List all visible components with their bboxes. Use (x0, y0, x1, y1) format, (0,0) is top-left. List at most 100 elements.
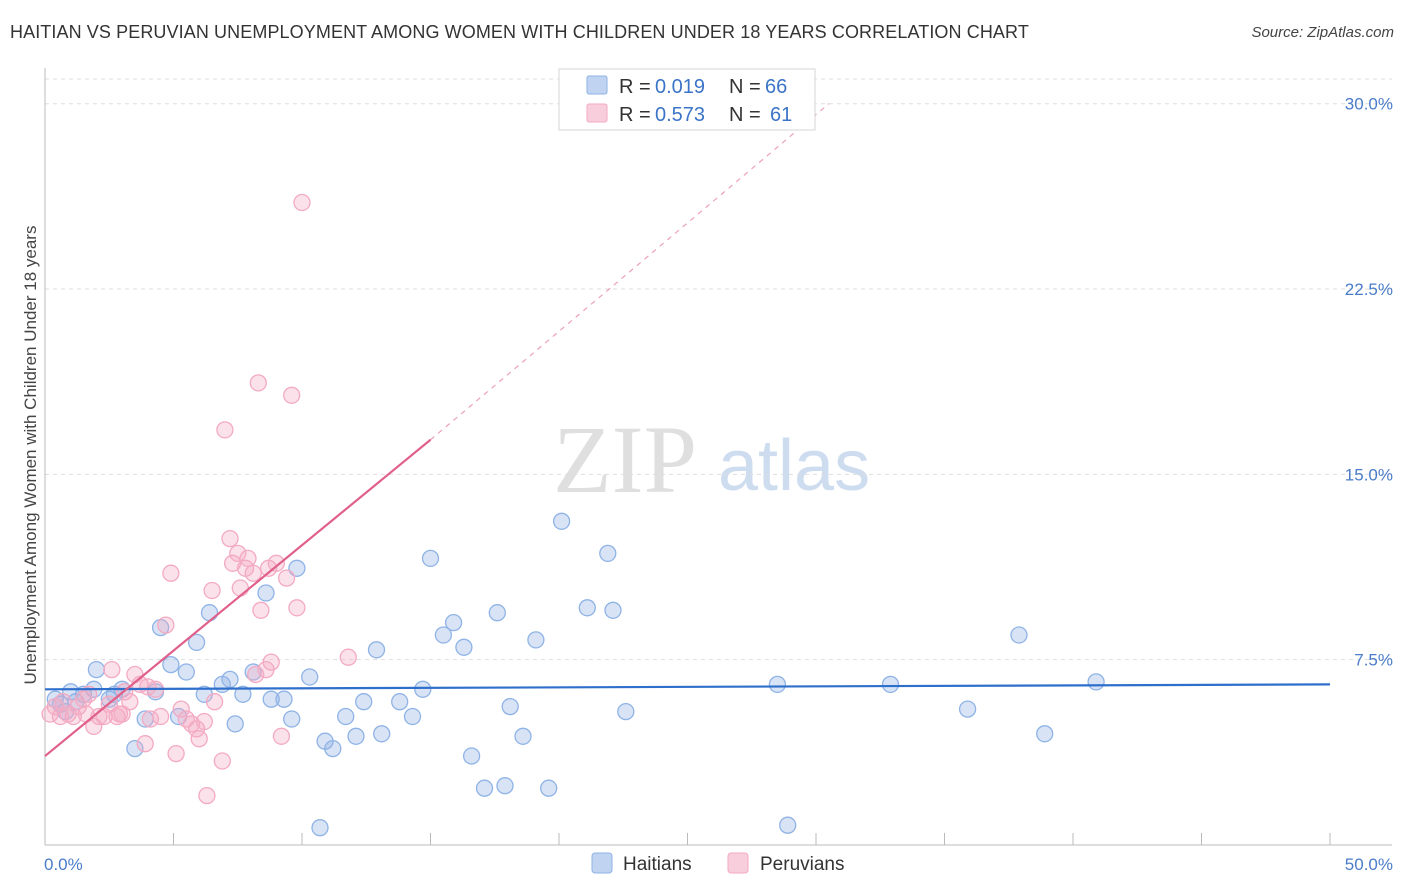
haitian-point-11 (126, 739, 144, 758)
x-tick-label-min: 0.0% (44, 855, 83, 874)
haitian-point-63 (958, 700, 977, 718)
peruvian-n-value: 61 (770, 104, 792, 126)
peruvian-point-52 (277, 569, 296, 587)
peruvian-point-22 (151, 707, 170, 726)
peruvian-point-16 (121, 693, 139, 711)
peruvian-point-37 (221, 529, 239, 548)
x-axis-ticks: 0.0% 50.0% (44, 833, 1393, 874)
source-label: Source: ZipAtlas.com (1251, 24, 1394, 41)
haitian-point-60 (768, 675, 787, 694)
watermark-atlas: atlas (718, 426, 870, 506)
peruvian-point-59 (80, 685, 98, 703)
haitian-point-38 (367, 641, 386, 659)
peruvian-point-57 (103, 660, 121, 679)
haitian-point-28 (275, 690, 293, 708)
haitian-point-44 (434, 626, 453, 644)
peruvian-point-49 (262, 653, 280, 671)
peruvian-point-34 (205, 693, 224, 711)
peruvian-point-39 (229, 544, 247, 563)
haitian-point-52 (514, 727, 532, 745)
haitian-point-8 (100, 690, 118, 708)
haitian-point-17 (177, 663, 195, 681)
haitian-point-47 (462, 747, 481, 765)
haitian-point-43 (421, 549, 440, 568)
trend-lines (44, 103, 1331, 757)
peruvian-point-55 (293, 193, 311, 212)
haitian-point-51 (501, 697, 519, 716)
stats-legend: R = 0.019 N = 66 R = 0.573 N = 61 (558, 68, 816, 131)
peruvian-point-53 (283, 386, 301, 404)
haitian-point-62 (881, 675, 900, 694)
peruvian-point-33 (203, 581, 221, 600)
haitian-n-value: 66 (765, 76, 787, 98)
peruvian-point-5 (64, 707, 82, 726)
haitian-point-27 (262, 690, 280, 708)
haitian-point-34 (324, 739, 342, 758)
haitian-point-23 (226, 715, 244, 733)
haitian-point-48 (475, 779, 494, 797)
haitian-point-22 (221, 670, 239, 689)
watermark-zip: ZIP (553, 406, 697, 513)
haitian-point-18 (187, 633, 206, 652)
y-axis-label: Unemployment Among Women with Children U… (21, 226, 40, 685)
haitian-n-label: N = (729, 76, 761, 98)
haitian-r-value: 0.019 (655, 76, 705, 98)
peruvian-point-45 (249, 374, 267, 392)
peruvian-point-24 (162, 564, 180, 582)
haitian-point-41 (403, 707, 422, 726)
series-legend: Haitians Peruvians (591, 852, 845, 875)
haitian-point-36 (347, 727, 365, 745)
haitian-point-26 (257, 584, 275, 602)
haitians-legend-label: Haitians (623, 854, 692, 875)
haitian-trend-line (44, 683, 1331, 691)
y-tick-label-2: 22.5% (1345, 280, 1393, 299)
haitian-point-50 (496, 777, 514, 795)
peruvian-point-38 (223, 554, 242, 572)
haitian-point-66 (1087, 673, 1105, 691)
haitian-point-54 (540, 779, 558, 797)
y-axis-ticks: 7.5% 15.0% 22.5% 30.0% (1345, 95, 1393, 670)
peruvian-trend-extension (430, 103, 830, 441)
haitians-legend-swatch (591, 852, 613, 874)
peruvian-point-23 (157, 616, 175, 634)
peruvian-point-50 (267, 554, 285, 572)
haitian-point-55 (552, 512, 571, 530)
axes (44, 68, 1392, 846)
peruvian-point-26 (172, 700, 190, 718)
haitian-point-20 (200, 604, 219, 622)
haitian-point-31 (301, 668, 319, 686)
watermark: ZIP atlas (553, 406, 870, 513)
peruvians-legend-swatch (727, 852, 749, 874)
haitian-point-39 (373, 725, 391, 743)
peruvian-point-43 (244, 564, 262, 582)
peruvian-point-19 (136, 735, 154, 753)
haitian-point-24 (234, 685, 252, 703)
y-tick-label-3: 30.0% (1345, 95, 1393, 114)
peruvian-point-51 (272, 727, 291, 745)
peruvian-point-60 (113, 705, 131, 723)
haitian-point-61 (779, 816, 797, 834)
peruvian-point-42 (239, 549, 257, 568)
haitian-point-58 (604, 601, 622, 619)
y-tick-label-0: 7.5% (1354, 651, 1393, 670)
haitian-point-57 (599, 544, 617, 563)
y-tick-label-1: 15.0% (1345, 465, 1393, 484)
haitian-point-65 (1036, 725, 1054, 743)
peruvian-point-28 (182, 715, 201, 733)
peruvian-point-40 (231, 579, 249, 597)
haitian-point-37 (355, 693, 373, 711)
haitian-point-64 (1010, 626, 1028, 644)
chart-title: HAITIAN VS PERUVIAN UNEMPLOYMENT AMONG W… (10, 22, 1029, 42)
haitian-point-7 (87, 660, 106, 679)
haitian-point-40 (391, 693, 409, 711)
haitian-point-49 (488, 604, 506, 622)
haitian-legend-swatch (586, 75, 608, 95)
haitian-point-25 (244, 663, 262, 681)
peruvian-legend-swatch (586, 103, 608, 123)
peruvian-point-44 (247, 665, 265, 684)
peruvian-point-10 (90, 707, 108, 726)
peruvian-point-35 (213, 752, 231, 770)
peruvian-r-label: R = (619, 104, 651, 126)
peruvian-point-56 (339, 648, 357, 666)
